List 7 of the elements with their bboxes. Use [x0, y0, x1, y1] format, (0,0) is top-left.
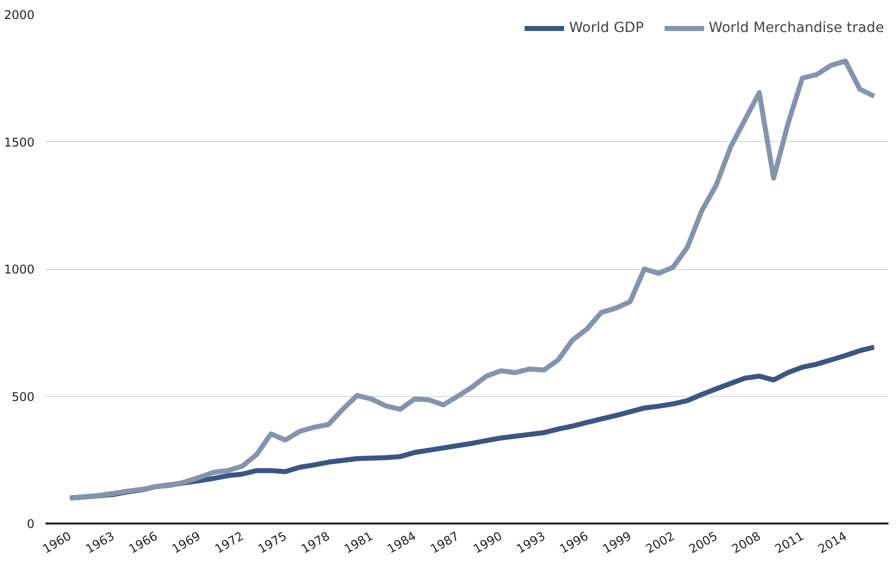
y-tick-label: 1000 — [4, 262, 35, 276]
y-tick-label: 0 — [26, 517, 35, 531]
legend-label: World GDP — [569, 20, 644, 36]
y-tick-label: 2000 — [4, 8, 35, 22]
legend-label: World Merchandise trade — [708, 20, 884, 36]
y-tick-label: 1500 — [4, 135, 35, 150]
y-tick-label: 500 — [12, 390, 34, 404]
